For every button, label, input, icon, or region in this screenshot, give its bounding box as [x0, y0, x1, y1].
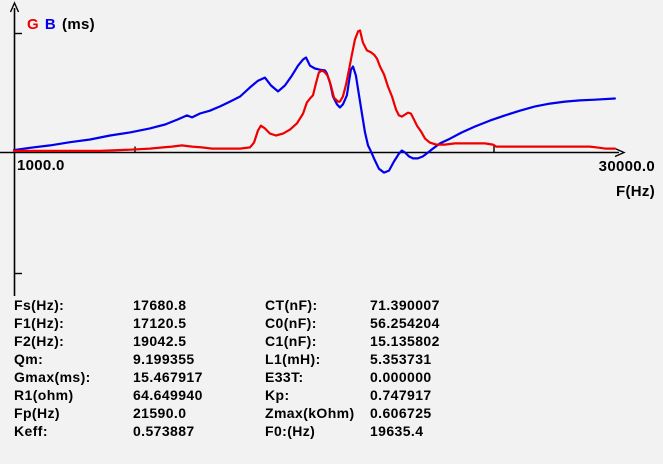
- param-value: 9.199355: [133, 351, 195, 367]
- param-label: F1(Hz):: [14, 315, 65, 331]
- param-value: 19635.4: [370, 423, 424, 439]
- param-label: Gmax(ms):: [14, 369, 91, 385]
- param-label: CT(nF):: [265, 297, 318, 313]
- param-label: R1(ohm): [14, 387, 74, 403]
- param-label: C0(nF):: [265, 315, 317, 331]
- param-label: Fs(Hz):: [14, 297, 65, 313]
- parameter-row: R1(ohm) 64.649940 Kp: 0.747917: [14, 386, 659, 404]
- param-value: 64.649940: [133, 387, 203, 403]
- g-curve-label: G: [26, 16, 39, 33]
- parameter-row: F1(Hz): 17120.5 C0(nF): 56.254204: [14, 314, 659, 332]
- param-value: 0.573887: [133, 423, 195, 439]
- param-label: Kp:: [265, 387, 290, 403]
- param-value: 17680.8: [133, 297, 187, 313]
- param-value: 15.467917: [133, 369, 203, 385]
- param-label: Qm:: [14, 351, 44, 367]
- param-value: 0.747917: [370, 387, 432, 403]
- x-axis-arrow-icon: [614, 147, 626, 158]
- parameter-row: Gmax(ms): 15.467917 E33T: 0.000000: [14, 368, 659, 386]
- param-value: 71.390007: [370, 297, 440, 313]
- parameter-row: F2(Hz): 19042.5 C1(nF): 15.135802: [14, 332, 659, 350]
- parameter-row: Fs(Hz): 17680.8 CT(nF): 71.390007: [14, 296, 659, 314]
- param-value: 21590.0: [133, 405, 187, 421]
- param-label: Zmax(kOhm): [265, 405, 355, 421]
- y-axis-unit-label: (ms): [62, 16, 95, 33]
- param-value: 0.000000: [370, 369, 432, 385]
- y-axis-arrow-icon: [9, 1, 20, 13]
- param-label: E33T:: [265, 369, 304, 385]
- param-value: 56.254204: [370, 315, 440, 331]
- parameter-row: Qm: 9.199355 L1(mH): 5.353731: [14, 350, 659, 368]
- b-curve-label: B: [44, 16, 57, 33]
- param-label: C1(nF):: [265, 333, 317, 349]
- conductance-g-curve: [12, 29, 617, 152]
- param-label: Keff:: [14, 423, 48, 439]
- y-axis-legend: G B (ms): [18, 2, 95, 32]
- susceptance-b-curve: [12, 56, 617, 174]
- param-label: F0:(Hz): [265, 423, 316, 439]
- param-value: 17120.5: [133, 315, 187, 331]
- param-label: F2(Hz):: [14, 333, 65, 349]
- x-axis-title: F(Hz): [616, 183, 655, 200]
- param-label: Fp(Hz): [14, 405, 60, 421]
- parameter-row: Fp(Hz) 21590.0 Zmax(kOhm) 0.606725: [14, 404, 659, 422]
- x-axis-max-label: 30000.0: [598, 158, 655, 175]
- param-value: 5.353731: [370, 351, 432, 367]
- parameter-row: Keff: 0.573887 F0:(Hz) 19635.4: [14, 422, 659, 440]
- x-axis-min-label: 1000.0: [17, 157, 65, 174]
- param-value: 19042.5: [133, 333, 187, 349]
- param-value: 15.135802: [370, 333, 440, 349]
- param-label: L1(mH):: [265, 351, 321, 367]
- param-value: 0.606725: [370, 405, 432, 421]
- chart-canvas: [0, 1, 626, 296]
